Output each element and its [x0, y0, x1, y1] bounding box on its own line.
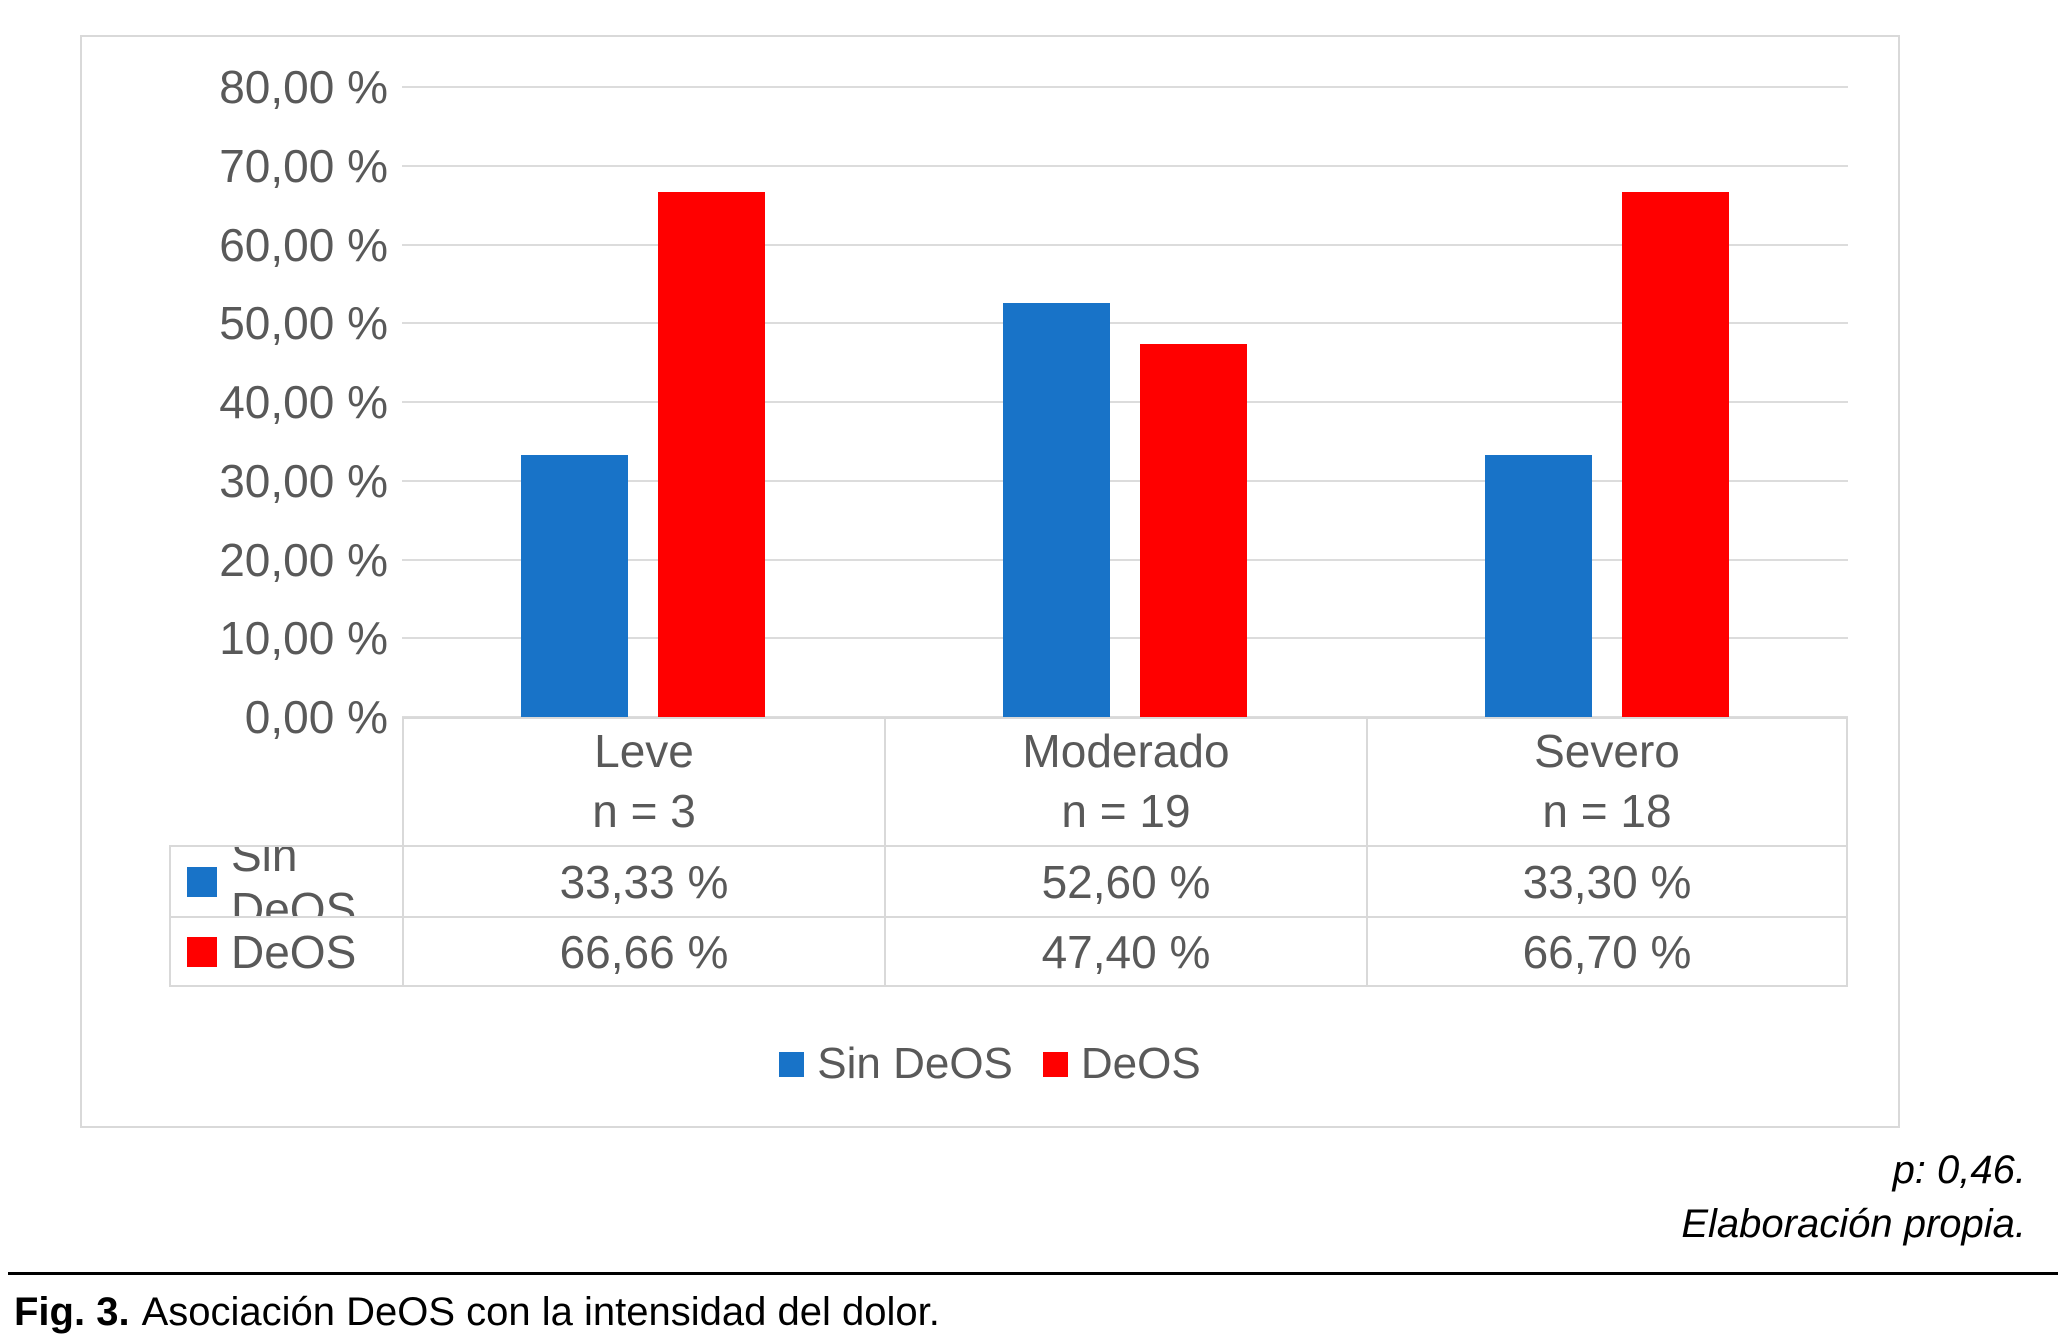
y-gridline — [402, 322, 1848, 325]
table-row-label: DeOS — [169, 916, 402, 987]
chart-frame: 80,00 % 70,00 % 60,00 % 50,00 % 40,00 % 30,00… — [80, 35, 1900, 1128]
series-name: DeOS — [231, 925, 357, 978]
y-gridline — [402, 558, 1848, 561]
figure-caption: Fig. 3. Asociación DeOS con la intensidad… — [14, 1288, 940, 1336]
y-tick-label: 0,00 % — [244, 691, 388, 743]
p-value-note: p: 0,46. — [1892, 1148, 2026, 1192]
y-gridline — [402, 86, 1848, 88]
y-tick-label: 60,00 % — [219, 218, 388, 271]
category-sublabel: n = 19 — [1061, 785, 1191, 837]
y-tick-label: 80,00 % — [219, 61, 388, 113]
table-header-cell: Severo n = 18 — [1366, 717, 1848, 845]
sin-deos-legend-swatch — [779, 1051, 805, 1077]
bar-sin-deos-severo — [1485, 454, 1592, 717]
legend-label: DeOS — [1080, 1039, 1201, 1088]
category-sublabel: n = 18 — [1542, 785, 1672, 837]
y-gridline — [402, 401, 1848, 403]
table-value-cell: 47,40 % — [884, 916, 1366, 987]
chart-legend: Sin DeOS DeOS — [82, 1039, 1898, 1089]
bar-deos-severo — [1622, 191, 1729, 717]
y-gridline — [402, 164, 1848, 167]
plot-area: 80,00 % 70,00 % 60,00 % 50,00 % 40,00 % 30,00… — [82, 37, 1898, 1126]
table-value-cell: 33,33 % — [402, 845, 884, 916]
legend-item-sin-deos: Sin DeOS — [779, 1039, 1013, 1089]
caption-divider — [8, 1272, 2058, 1275]
figure-caption-label: Fig. 3. — [14, 1290, 130, 1334]
y-tick-label: 50,00 % — [219, 297, 388, 350]
deos-legend-swatch — [1042, 1051, 1068, 1077]
bar-sin-deos-moderado — [1003, 302, 1110, 717]
table-corner-cell — [169, 717, 402, 845]
table-row-label: Sin DeOS — [169, 845, 402, 916]
y-tick-label: 70,00 % — [219, 139, 388, 192]
category-sublabel: n = 3 — [592, 785, 696, 837]
y-tick-label: 40,00 % — [219, 376, 388, 428]
table-value-cell: 66,70 % — [1366, 916, 1848, 987]
bar-deos-moderado — [1140, 343, 1247, 717]
deos-swatch — [187, 936, 217, 967]
legend-label: Sin DeOS — [817, 1039, 1013, 1088]
table-value-cell: 52,60 % — [884, 845, 1366, 916]
legend-item-deos: DeOS — [1042, 1039, 1201, 1089]
y-tick-label: 20,00 % — [219, 533, 388, 586]
table-value-cell: 66,66 % — [402, 916, 884, 987]
figure-caption-text: Asociación DeOS con la intensidad del do… — [141, 1290, 940, 1334]
y-tick-label: 30,00 % — [219, 454, 388, 507]
bar-deos-leve — [658, 192, 765, 717]
y-gridline — [402, 243, 1848, 246]
table-value-cell: 33,30 % — [1366, 845, 1848, 916]
data-table: Leve n = 3 Moderado n = 19 Severo n = 18 Sin D… — [169, 717, 1848, 987]
category-label: Leve — [594, 725, 694, 778]
category-label: Severo — [1534, 725, 1680, 778]
source-note: Elaboración propia. — [1681, 1202, 2026, 1246]
y-gridline — [402, 637, 1848, 640]
series-name: Sin DeOS — [231, 845, 357, 916]
y-tick-label: 10,00 % — [219, 612, 388, 665]
table-header-cell: Moderado n = 19 — [884, 717, 1366, 845]
table-header-cell: Leve n = 3 — [402, 717, 884, 845]
bar-sin-deos-leve — [521, 454, 628, 717]
y-gridline — [402, 479, 1848, 482]
sin-deos-swatch — [187, 866, 217, 897]
category-label: Moderado — [1022, 725, 1230, 778]
